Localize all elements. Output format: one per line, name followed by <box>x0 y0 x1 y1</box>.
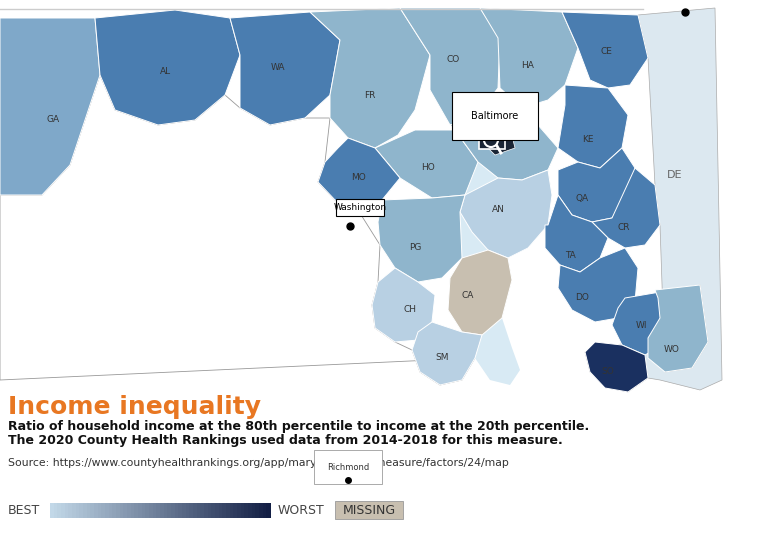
Polygon shape <box>448 125 558 335</box>
Bar <box>189 503 194 518</box>
Text: GA: GA <box>47 115 60 124</box>
Bar <box>50 503 54 518</box>
Bar <box>208 503 212 518</box>
Bar <box>127 503 131 518</box>
Polygon shape <box>558 248 638 322</box>
Polygon shape <box>585 342 648 392</box>
Bar <box>211 503 215 518</box>
Bar <box>65 503 69 518</box>
Polygon shape <box>0 18 100 195</box>
Bar <box>90 503 95 518</box>
Polygon shape <box>95 10 240 125</box>
Bar <box>69 503 72 518</box>
Polygon shape <box>612 292 672 355</box>
Polygon shape <box>375 130 478 198</box>
Bar <box>149 503 153 518</box>
Bar <box>266 503 271 518</box>
Polygon shape <box>448 250 512 335</box>
Bar <box>142 503 146 518</box>
Text: Ratio of household income at the 80th percentile to income at the 20th percentil: Ratio of household income at the 80th pe… <box>8 420 589 433</box>
Text: Baltimore: Baltimore <box>472 111 519 121</box>
Text: Source: https://www.countyhealthrankings.org/app/maryland/2020/measure/factors/2: Source: https://www.countyhealthrankings… <box>8 458 509 468</box>
Text: MISSING: MISSING <box>343 504 395 517</box>
Bar <box>204 503 208 518</box>
Text: FR: FR <box>364 90 375 100</box>
Bar <box>252 503 256 518</box>
Polygon shape <box>400 8 500 125</box>
Bar <box>179 503 182 518</box>
Bar <box>101 503 105 518</box>
Bar <box>233 503 237 518</box>
Text: AN: AN <box>491 206 504 214</box>
Bar <box>98 503 101 518</box>
Bar <box>226 503 230 518</box>
Text: CE: CE <box>600 48 612 56</box>
Text: Income inequality: Income inequality <box>8 395 261 419</box>
Bar <box>262 503 267 518</box>
Text: CA: CA <box>462 291 474 300</box>
Bar <box>72 503 76 518</box>
Bar <box>240 503 245 518</box>
Bar <box>94 503 98 518</box>
Bar <box>145 503 150 518</box>
Bar <box>76 503 80 518</box>
Text: SO: SO <box>601 367 614 377</box>
Bar <box>112 503 117 518</box>
Bar <box>164 503 168 518</box>
FancyBboxPatch shape <box>335 501 403 519</box>
Bar <box>57 503 62 518</box>
Text: WI: WI <box>636 320 647 329</box>
Polygon shape <box>460 170 552 258</box>
Bar <box>105 503 109 518</box>
Bar <box>116 503 120 518</box>
Bar <box>256 503 259 518</box>
Text: WO: WO <box>664 346 680 354</box>
Polygon shape <box>310 8 430 148</box>
Polygon shape <box>372 268 435 342</box>
Text: PG: PG <box>409 243 421 253</box>
Polygon shape <box>585 8 722 392</box>
Polygon shape <box>450 115 558 180</box>
Bar <box>171 503 175 518</box>
Text: DE: DE <box>668 170 683 180</box>
Bar <box>259 503 263 518</box>
Bar <box>138 503 142 518</box>
Polygon shape <box>0 75 475 385</box>
Text: Richmond: Richmond <box>327 463 369 472</box>
Text: Washington: Washington <box>333 203 387 213</box>
Text: SM: SM <box>435 353 449 362</box>
Bar <box>87 503 91 518</box>
Bar <box>219 503 223 518</box>
Bar <box>230 503 233 518</box>
Polygon shape <box>230 12 340 125</box>
Text: MO: MO <box>351 174 365 182</box>
Bar <box>108 503 113 518</box>
Bar <box>197 503 201 518</box>
Polygon shape <box>480 8 578 108</box>
Bar <box>237 503 241 518</box>
Text: DO: DO <box>575 294 589 302</box>
Text: HA: HA <box>522 61 534 69</box>
Bar <box>130 503 135 518</box>
Polygon shape <box>485 128 515 155</box>
Bar <box>79 503 83 518</box>
Bar <box>83 503 87 518</box>
Bar <box>182 503 186 518</box>
Bar <box>61 503 65 518</box>
Text: CH: CH <box>404 306 417 314</box>
Text: TA: TA <box>565 250 575 260</box>
Polygon shape <box>378 195 465 282</box>
Bar <box>53 503 58 518</box>
Polygon shape <box>545 195 608 272</box>
Text: KE: KE <box>582 135 594 144</box>
Polygon shape <box>412 322 482 385</box>
Bar <box>153 503 157 518</box>
Text: CR: CR <box>618 223 630 233</box>
Text: WORST: WORST <box>278 504 325 517</box>
Text: WA: WA <box>271 63 285 72</box>
Polygon shape <box>558 148 635 222</box>
Bar <box>167 503 172 518</box>
Bar <box>248 503 252 518</box>
FancyBboxPatch shape <box>479 127 505 149</box>
